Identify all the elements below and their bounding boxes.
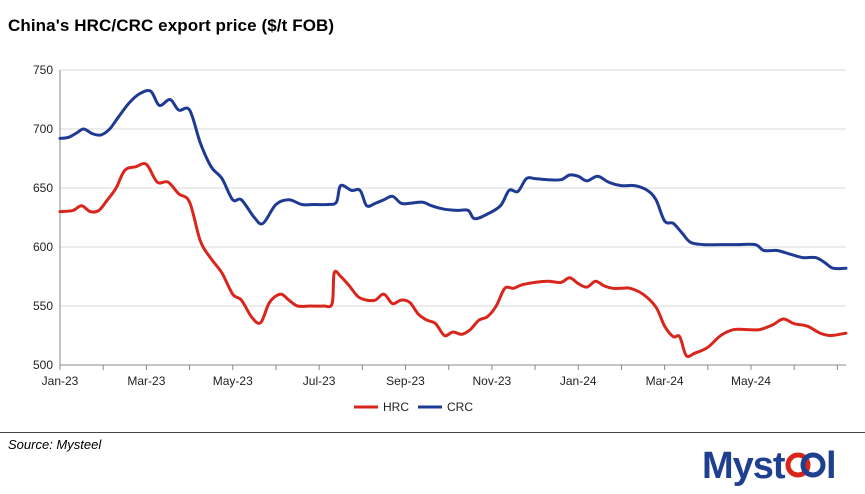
x-tick-label: Mar-24 — [646, 374, 684, 388]
x-tick-label: Jan-24 — [560, 374, 597, 388]
y-tick-label: 550 — [33, 299, 53, 313]
x-tick-label: Mar-23 — [127, 374, 165, 388]
mysteel-logo: Myst l — [702, 445, 837, 487]
source-note: Source: Mysteel — [8, 437, 102, 452]
y-tick-label: 650 — [33, 181, 53, 195]
chart-title: China's HRC/CRC export price ($/t FOB) — [8, 16, 335, 35]
line-chart: 500 550 600 650 700 750 Jan-23 Mar-23 May-23 Jul-… — [33, 63, 848, 414]
x-tick-label: Nov-23 — [473, 374, 512, 388]
logo-wordmark-end: l — [826, 445, 837, 487]
legend-label-crc: CRC — [447, 400, 473, 414]
footer-divider — [0, 432, 865, 433]
x-tick-label: May-23 — [213, 374, 253, 388]
y-tick-label: 500 — [33, 358, 53, 372]
series-line-crc — [58, 88, 848, 271]
x-tick-label: May-24 — [731, 374, 771, 388]
legend-label-hrc: HRC — [383, 400, 409, 414]
x-tick-label: Jul-23 — [303, 374, 336, 388]
logo-ee-mark — [785, 452, 826, 478]
y-tick-label: 700 — [33, 122, 53, 136]
y-tick-label: 750 — [33, 63, 53, 77]
x-tick-label: Jan-23 — [42, 374, 79, 388]
x-tick-label: Sep-23 — [386, 374, 425, 388]
logo-wordmark: Myst — [702, 445, 786, 487]
series-line-hrc — [58, 162, 848, 359]
y-tick-label: 600 — [33, 240, 53, 254]
